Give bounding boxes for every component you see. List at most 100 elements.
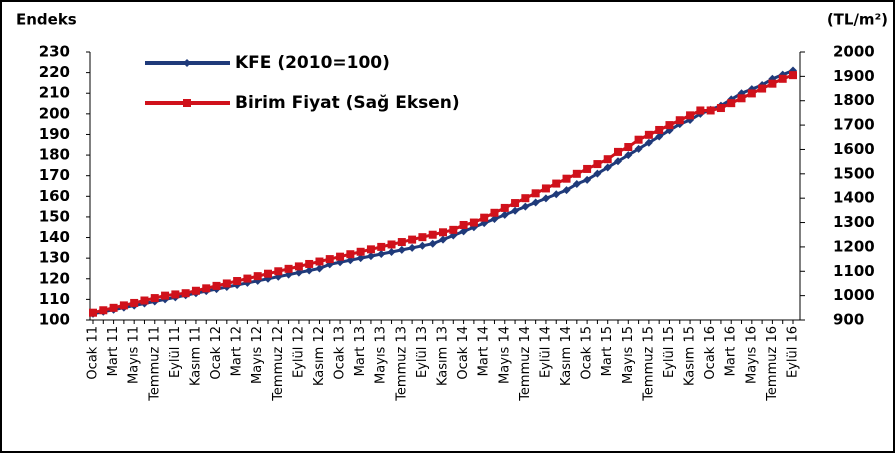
x-tick-label: Ocak 14 — [456, 326, 471, 380]
y-tick-label: 190 — [39, 125, 70, 143]
point — [758, 84, 767, 93]
y-tick-label: 120 — [39, 269, 70, 287]
point — [665, 121, 674, 130]
point — [634, 144, 643, 153]
point — [614, 147, 622, 156]
point — [614, 157, 622, 166]
x-tick-label: Temmuz 12 — [271, 326, 286, 402]
point — [521, 194, 530, 203]
x-tick-label: Temmuz 13 — [394, 326, 409, 402]
point — [583, 175, 592, 184]
point — [202, 284, 211, 293]
point — [665, 126, 674, 135]
point — [233, 277, 242, 286]
x-tick-label: Mayıs 14 — [497, 326, 512, 384]
point — [439, 228, 447, 237]
point — [789, 71, 797, 80]
x-tick-label: Kasım 14 — [559, 326, 574, 386]
y-tick-label: 210 — [39, 84, 70, 102]
point — [500, 203, 509, 212]
point — [552, 179, 561, 188]
point — [397, 245, 406, 254]
point — [305, 266, 314, 275]
x-tick-label: Kasım 13 — [436, 326, 451, 386]
point — [768, 79, 777, 88]
point — [480, 213, 489, 222]
x-tick-label: Mart 11 — [106, 326, 121, 376]
point — [377, 250, 386, 259]
point — [675, 116, 684, 125]
point — [624, 151, 633, 160]
point — [171, 290, 180, 299]
x-tick-label: Mayıs 13 — [374, 326, 389, 384]
point — [593, 160, 602, 169]
x-tick-label: Temmuz 14 — [518, 326, 533, 402]
x-tick-label: Mayıs 12 — [250, 326, 265, 384]
point — [747, 89, 756, 98]
legend-label: Birim Fiyat (Sağ Eksen) — [235, 93, 460, 113]
point — [119, 301, 128, 310]
y2-tick-label: 1600 — [833, 140, 875, 158]
x-tick-label: Eylül 15 — [662, 326, 677, 378]
point — [511, 206, 520, 215]
y-tick-label: 220 — [39, 63, 70, 81]
y2-tick-label: 1500 — [833, 164, 875, 182]
x-tick-label: Eylül 16 — [786, 326, 801, 378]
x-tick-label: Eylül 13 — [415, 326, 430, 378]
point — [459, 220, 468, 229]
point — [716, 104, 725, 113]
x-tick-label: Temmuz 15 — [641, 326, 656, 402]
y-tick-label: 150 — [39, 207, 70, 225]
point — [655, 125, 664, 134]
point — [325, 255, 334, 264]
x-tick-label: Temmuz 11 — [147, 326, 162, 402]
y-tick-label: 100 — [39, 311, 70, 329]
x-tick-label: Ocak 15 — [580, 326, 595, 380]
point — [552, 190, 561, 199]
point — [284, 264, 293, 273]
x-tick-label: Eylül 12 — [291, 326, 306, 378]
y-axis-title: Endeks — [16, 11, 77, 29]
point — [130, 298, 139, 307]
point — [531, 198, 540, 207]
point — [274, 267, 283, 276]
point — [243, 274, 252, 283]
legend-label: KFE (2010=100) — [235, 53, 390, 73]
point — [397, 238, 406, 247]
y2-tick-label: 1900 — [833, 67, 875, 85]
point — [727, 99, 736, 108]
x-tick-label: Ocak 13 — [333, 326, 348, 380]
y2-tick-label: 900 — [833, 311, 864, 329]
x-tick-label: Kasım 15 — [683, 326, 698, 386]
x-tick-label: Mart 13 — [353, 326, 368, 376]
y-tick-label: 230 — [39, 43, 70, 61]
point — [109, 303, 118, 312]
x-tick-label: Mayıs 15 — [621, 326, 636, 384]
point — [706, 106, 715, 115]
point — [511, 199, 520, 208]
y-tick-label: 140 — [39, 228, 70, 246]
point — [531, 189, 540, 198]
point — [655, 132, 664, 141]
point — [336, 252, 345, 261]
point — [377, 242, 386, 251]
x-tick-label: Kasım 11 — [188, 326, 203, 386]
point — [583, 164, 592, 173]
y2-tick-label: 1400 — [833, 189, 875, 207]
point — [222, 279, 231, 288]
x-tick-label: Eylül 14 — [538, 326, 553, 378]
y-tick-label: 130 — [39, 249, 70, 267]
x-tick-label: Mart 14 — [477, 326, 492, 376]
point — [562, 174, 571, 183]
point — [696, 106, 705, 115]
point — [264, 269, 272, 278]
y2-tick-label: 1700 — [833, 116, 875, 134]
y2-tick-label: 1000 — [833, 286, 875, 304]
point — [541, 184, 550, 193]
y2-tick-label: 1100 — [833, 262, 875, 280]
point — [161, 291, 170, 300]
point — [459, 227, 468, 236]
point — [778, 74, 787, 83]
